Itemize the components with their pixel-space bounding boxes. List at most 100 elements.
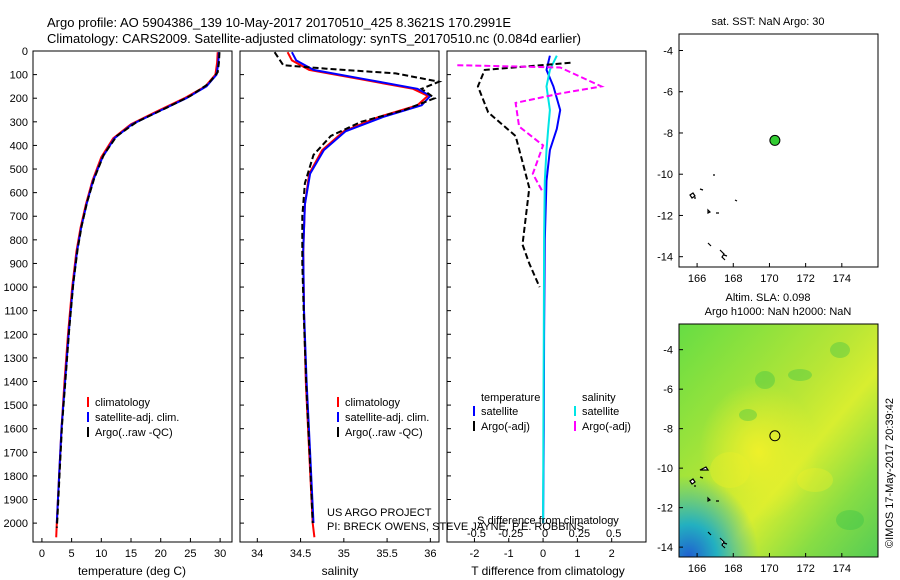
depth-tick-label: 1700 [4,447,28,459]
lat-tick-label: -12 [657,503,673,515]
sla-map-panel: Altim. SLA: 0.098 Argo h1000: NaN h2000:… [657,292,879,575]
temperature-x-label: temperature (deg C) [78,564,186,578]
sla-map-frame [678,323,879,558]
x-tick-label: 36 [424,548,436,560]
series-satellite [55,52,220,524]
lon-tick-label: 174 [833,563,851,575]
x-tick-label: 0 [540,548,546,560]
lat-tick-label: -10 [657,463,673,475]
series-t-argo [476,61,571,288]
x-tick-label: 25 [184,548,196,560]
x-tick-label: 35 [338,548,350,560]
salinity-profile-panel: 34 34.5 35 35.5 36 salinity climatology sate… [239,50,584,578]
legend-label-s-argo: Argo(-adj) [582,421,631,433]
legend-label-satellite: satellite-adj. clim. [345,412,429,424]
float-position-marker [769,134,781,146]
s-difference-axis: -0.5 -0.25 0 0.25 0.5 [467,528,621,540]
t-difference-axis: -2 -1 0 1 2 [470,538,615,560]
depth-tick-label: 1400 [4,376,28,388]
x-tick-label: 1 [574,548,580,560]
difference-series [447,50,605,524]
lon-tick-label: 168 [724,273,742,285]
depth-tick-label: 200 [10,93,28,105]
series-t-satellite [542,55,562,524]
x-tick-label: 30 [214,548,226,560]
lon-tick-label: 168 [724,563,742,575]
x-tick-label: 10 [95,548,107,560]
lon-tick-label: 172 [796,273,814,285]
x-tick-label: 5 [69,548,75,560]
lon-tick-label: 166 [688,273,706,285]
legend-label-argo: Argo(..raw -QC) [345,427,423,439]
depth-tick-label: 800 [10,235,28,247]
depth-tick-label: 1900 [4,495,28,507]
lat-tick-label: -14 [657,252,673,264]
series-argo [55,52,221,528]
x-tick-label: 20 [155,548,167,560]
difference-profile-panel: -2 -1 0 1 2 -0.5 -0.25 0 0.25 0.5 S difference f… [446,50,647,578]
t-difference-label: T difference from climatology [471,564,625,578]
salinity-x-label: salinity [322,564,359,578]
temperature-axis: 0 5 10 15 20 25 30 [39,538,226,560]
salinity-plot-frame [239,50,440,543]
lon-tick-label: 170 [760,273,778,285]
sst-coastline [689,174,738,261]
sla-coastline [689,466,728,549]
lat-tick-label: -8 [663,128,673,140]
x-tick-label: 0 [39,548,45,560]
temperature-legend: climatology satellite-adj. clim. Argo(..… [87,397,179,439]
depth-tick-label: 1100 [4,306,28,318]
depth-tick-label: 0 [22,46,28,58]
lat-tick-label: -6 [663,87,673,99]
legend-label-climatology: climatology [345,397,401,409]
float-position-marker [769,430,781,442]
x-tick-label: 35.5 [376,548,397,560]
s-diff-tick-label: -0.5 [467,528,486,540]
depth-tick-label: 900 [10,258,28,270]
series-climatology [55,52,219,538]
legend-label-t-argo: Argo(-adj) [481,421,530,433]
depth-tick-label: 1300 [4,353,28,365]
lat-tick-label: -6 [663,384,673,396]
difference-legend: temperature salinity satellite Argo(-adj… [473,392,631,433]
depth-tick-label: 1200 [4,329,28,341]
s-diff-tick-label: 0 [542,528,548,540]
s-diff-tick-label: 0.25 [569,528,590,540]
lat-tick-label: -4 [663,45,673,57]
series-s-satellite [542,55,558,524]
temperature-plot-frame [32,50,233,543]
lat-tick-label: -4 [663,345,673,357]
lon-tick-label: 174 [833,273,851,285]
depth-tick-label: 1800 [4,471,28,483]
difference-plot-frame [446,50,647,543]
s-diff-tick-label: 0.5 [606,528,621,540]
sst-map-panel: sat. SST: NaN Argo: 30 166 168 170 172 174 -… [657,16,879,285]
lon-tick-label: 170 [760,563,778,575]
lat-tick-label: -8 [663,424,673,436]
imos-stamp: ©IMOS 17-May-2017 20:39:42 [884,398,896,548]
series-argo [273,51,443,524]
legend-label-s-satellite: satellite [582,406,619,418]
sla-map-title-1: Altim. SLA: 0.098 [726,292,811,304]
lon-tick-label: 172 [796,563,814,575]
header-line-2: Climatology: CARS2009. Satellite-adjuste… [47,31,581,46]
sla-map-title-2: Argo h1000: NaN h2000: NaN [705,306,852,318]
x-tick-label: 2 [609,548,615,560]
x-tick-label: 15 [125,548,137,560]
pi-annotation: PI: BRECK OWENS, STEVE JAYNE, P.E. ROBBI… [327,521,584,533]
sla-lon-axis: 166 168 170 172 174 [688,553,851,575]
lon-tick-label: 166 [688,563,706,575]
lat-tick-label: -14 [657,542,673,554]
sla-lat-axis: -4 -6 -8 -10 -12 -14 [657,345,683,554]
depth-tick-label: 600 [10,188,28,200]
sst-map-frame [678,33,879,268]
temperature-profile-panel: 0100200300400500600700800900100011001200… [4,46,233,578]
legend-title-temperature: temperature [481,392,540,404]
salinity-legend: climatology satellite-adj. clim. Argo(..… [337,397,429,439]
lat-tick-label: -10 [657,169,673,181]
sst-lon-axis: 166 168 170 172 174 [688,263,851,285]
lat-tick-label: -12 [657,210,673,222]
sla-heatmap-patches [710,342,864,530]
depth-tick-label: 1600 [4,424,28,436]
